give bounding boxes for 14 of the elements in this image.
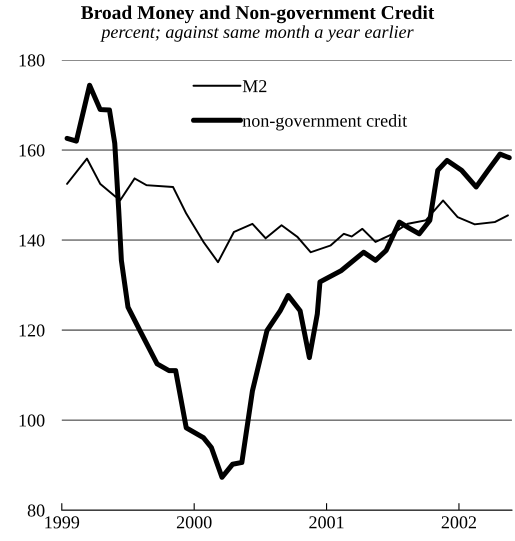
y-tick-label: 80 bbox=[28, 504, 44, 517]
y-tick-label: 180 bbox=[20, 54, 44, 66]
y-tick-label: 160 bbox=[20, 144, 44, 157]
legend-label: M2 bbox=[242, 80, 266, 92]
y-tick-label: 120 bbox=[20, 324, 44, 337]
x-tick-label: 2002 bbox=[442, 516, 476, 528]
y-tick-label: 140 bbox=[20, 234, 44, 247]
legend-label: non-government credit bbox=[242, 114, 408, 131]
x-tick-label: 1999 bbox=[45, 516, 80, 528]
x-tick-label: 2001 bbox=[309, 516, 344, 528]
chart-subtitle: percent; against same month a year earlier bbox=[100, 25, 414, 42]
x-tick-label: 2000 bbox=[176, 516, 212, 528]
y-tick-label: 100 bbox=[20, 414, 44, 427]
chart-title: Broad Money and Non-government Credit bbox=[81, 5, 434, 24]
